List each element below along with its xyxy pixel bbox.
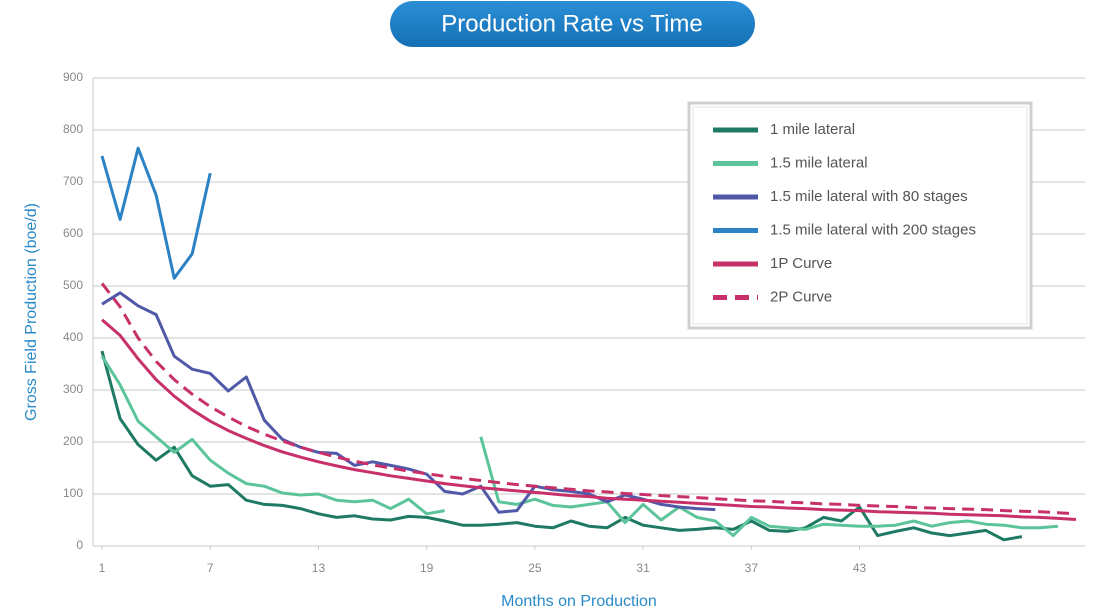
x-tick-label: 19 <box>420 561 434 575</box>
x-tick-label: 1 <box>99 561 106 575</box>
y-tick-label: 0 <box>76 538 83 552</box>
grid: 0 100 200 300 400 500 600 700 800 900 1 7 13 19 25 31 37… <box>63 70 1085 575</box>
x-tick-label: 37 <box>745 561 759 575</box>
y-tick-label: 800 <box>63 122 83 136</box>
series-line <box>100 282 1077 516</box>
legend-label: 1.5 mile lateral with 80 stages <box>770 188 968 205</box>
x-tick-label: 31 <box>636 561 650 575</box>
y-tick-label: 700 <box>63 174 83 188</box>
x-tick-label: 25 <box>528 561 542 575</box>
series-line <box>100 350 1023 542</box>
legend-label: 1P Curve <box>770 255 832 272</box>
x-tick-label: 7 <box>207 561 214 575</box>
title-pill <box>390 1 755 47</box>
legend-label: 1.5 mile lateral <box>770 154 868 171</box>
chart-title: Production Rate vs Time <box>441 10 702 37</box>
legend-box <box>687 101 1033 330</box>
legend: 1 mile lateral 1.5 mile lateral 1.5 mile l… <box>687 101 1033 330</box>
y-tick-label: 900 <box>63 70 83 84</box>
legend-inner-border <box>692 106 1028 325</box>
y-tick-label: 400 <box>63 330 83 344</box>
y-tick-label: 500 <box>63 278 83 292</box>
y-tick-label: 600 <box>63 226 83 240</box>
legend-label: 1 mile lateral <box>770 121 855 138</box>
x-tick-label: 43 <box>853 561 867 575</box>
series-line <box>100 146 212 280</box>
y-axis-label: Gross Field Production (boe/d) <box>23 203 40 421</box>
series-line <box>101 318 1077 521</box>
legend-label: 2P Curve <box>770 288 832 305</box>
x-tick-label: 13 <box>312 561 326 575</box>
series-line <box>100 355 1059 538</box>
x-axis-label: Months on Production <box>501 593 657 610</box>
y-tick-label: 300 <box>63 382 83 396</box>
y-tick-label: 200 <box>63 434 83 448</box>
lines <box>100 146 1077 542</box>
legend-label: 1.5 mile lateral with 200 stages <box>770 221 976 238</box>
y-tick-label: 100 <box>63 486 83 500</box>
